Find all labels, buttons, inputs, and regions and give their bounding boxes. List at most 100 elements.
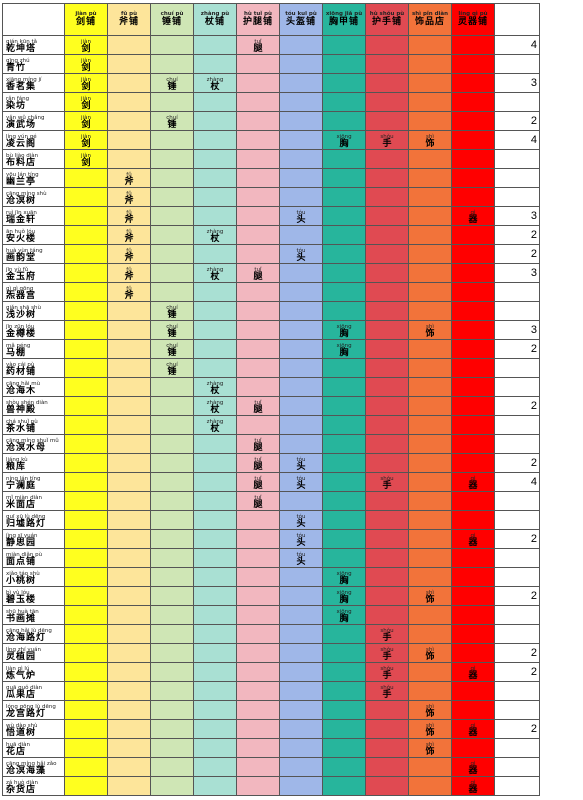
shop-cell — [365, 548, 409, 568]
shop-count: 2 — [494, 396, 540, 416]
shop-cell: tóu 头 — [279, 472, 323, 492]
shop-cell — [451, 738, 495, 758]
shop-cell — [150, 225, 194, 245]
shop-mark-text: 腿 — [253, 44, 263, 54]
shop-mark: qì 器 — [453, 210, 494, 225]
shop-cell — [408, 491, 452, 511]
building-name: níng lán tíng 宁澜庭 — [6, 476, 64, 491]
building-name: qīng zhú 青竹 — [6, 58, 64, 73]
shop-cell: shì 饰 — [408, 738, 452, 758]
shop-building-table: jiàn pù 剑铺 fǔ pù 斧铺 chuí pù 锤铺 zhàng pù 杖铺 hù tu… — [2, 3, 540, 796]
shop-cell — [279, 111, 323, 131]
shop-mark-text: 器 — [468, 671, 478, 681]
shop-cell — [64, 605, 108, 625]
shop-cell — [451, 396, 495, 416]
shop-cell: tuǐ 腿 — [236, 453, 280, 473]
shop-mark-text: 饰 — [425, 329, 435, 339]
building-name-pinyin: cāng hǎi lù dēng — [6, 627, 52, 634]
shop-mark: xiōng 胸 — [324, 133, 365, 149]
shop-cell — [408, 472, 452, 492]
column-header-label: zhàng pù 杖铺 — [195, 5, 236, 35]
shop-mark: shì 饰 — [410, 742, 451, 757]
shop-cell — [451, 377, 495, 397]
shop-count — [494, 149, 540, 169]
shop-mark-pinyin: fǔ — [126, 285, 132, 292]
shop-mark-pinyin: xiōng — [336, 323, 352, 330]
shop-mark: jiàn 剑 — [66, 96, 107, 111]
shop-mark-text: 锤 — [167, 348, 177, 358]
shop-mark-pinyin: fǔ — [126, 247, 132, 254]
shop-cell — [408, 73, 452, 93]
shop-mark-pinyin: xiōng — [336, 133, 352, 140]
table-row: qián kūn tǎ 乾坤塔 jiàn 剑 tuǐ 腿 4 — [2, 35, 540, 55]
shop-cell — [322, 396, 366, 416]
shop-cell — [279, 377, 323, 397]
shop-cell — [279, 73, 323, 93]
shop-cell — [408, 168, 452, 188]
shop-count — [494, 567, 540, 587]
building-name-text: 宁澜庭 — [6, 481, 37, 491]
shop-cell: qì 器 — [451, 662, 495, 682]
shop-cell — [451, 567, 495, 587]
shop-cell: fǔ 斧 — [107, 187, 151, 207]
shop-mark-pinyin: zhàng — [206, 380, 224, 387]
shop-cell — [236, 377, 280, 397]
shop-cell: shǒu 手 — [365, 472, 409, 492]
shop-mark-pinyin: zhàng — [206, 266, 224, 273]
shop-cell — [451, 434, 495, 454]
shop-cell: jiàn 剑 — [64, 54, 108, 74]
shop-cell — [365, 187, 409, 207]
shop-mark: shǒu 手 — [367, 475, 408, 491]
shop-cell — [64, 738, 108, 758]
shop-cell — [64, 187, 108, 207]
shop-mark-text: 斧 — [124, 291, 134, 301]
shop-cell — [365, 719, 409, 739]
shop-cell: fǔ 斧 — [107, 282, 151, 302]
shop-cell — [107, 434, 151, 454]
shop-cell — [322, 377, 366, 397]
table-row: jīn zūn lóu 金樽楼 chuí 锤 xiōng 胸 shì 饰 3 — [2, 320, 540, 340]
building-name: miàn diǎn pù 面点铺 — [6, 552, 64, 567]
shop-cell — [150, 738, 194, 758]
building-name-pinyin: ruì jīn xuān — [6, 209, 37, 216]
building-name-pinyin: qián kūn tǎ — [6, 38, 38, 45]
building-name-pinyin: ān huǒ lóu — [6, 228, 36, 235]
shop-mark-text: 杖 — [210, 386, 220, 396]
table-row: shū huà tān 书画摊 xiōng 胸 — [2, 605, 540, 625]
shop-cell: qì 器 — [451, 776, 495, 796]
shop-cell — [322, 282, 366, 302]
shop-cell: shì 饰 — [408, 320, 452, 340]
shop-mark-text: 头 — [296, 557, 306, 567]
shop-mark-pinyin: tóu — [296, 247, 306, 254]
building-name-text: 茶水铺 — [6, 424, 37, 434]
shop-cell — [279, 358, 323, 378]
shop-cell — [365, 415, 409, 435]
shop-mark-text: 胸 — [339, 348, 349, 358]
shop-cell — [236, 54, 280, 74]
building-name-cell: jīn yù fǔ 金玉府 — [2, 263, 65, 283]
shop-mark-pinyin: shǒu — [380, 475, 394, 482]
shop-cell — [64, 472, 108, 492]
shop-cell — [408, 605, 452, 625]
shop-cell — [236, 73, 280, 93]
building-name-cell: chá shuǐ pù 茶水铺 — [2, 415, 65, 435]
shop-cell: qì 器 — [451, 719, 495, 739]
building-name: cāng míng shù 沧溟树 — [6, 191, 64, 206]
shop-cell — [64, 244, 108, 264]
shop-cell — [451, 73, 495, 93]
column-header-label-text: 护腿铺 — [242, 16, 273, 27]
shop-mark-text: 斧 — [124, 215, 134, 225]
shop-cell — [322, 35, 366, 55]
shop-mark-text: 剑 — [81, 139, 91, 149]
shop-cell — [150, 149, 194, 169]
shop-mark: xiōng 胸 — [324, 571, 365, 586]
shop-mark-pinyin: tóu — [296, 551, 306, 558]
shop-cell — [64, 643, 108, 663]
building-name-pinyin: yōu lán tíng — [6, 171, 39, 178]
shop-cell — [193, 491, 237, 511]
shop-mark: tóu 头 — [281, 551, 322, 567]
building-name-cell: cāng míng shuǐ mǔ 沧溟水母 — [2, 434, 65, 454]
shop-mark-text: 头 — [296, 215, 306, 225]
shop-mark-text: 头 — [296, 519, 306, 529]
shop-cell — [365, 396, 409, 416]
